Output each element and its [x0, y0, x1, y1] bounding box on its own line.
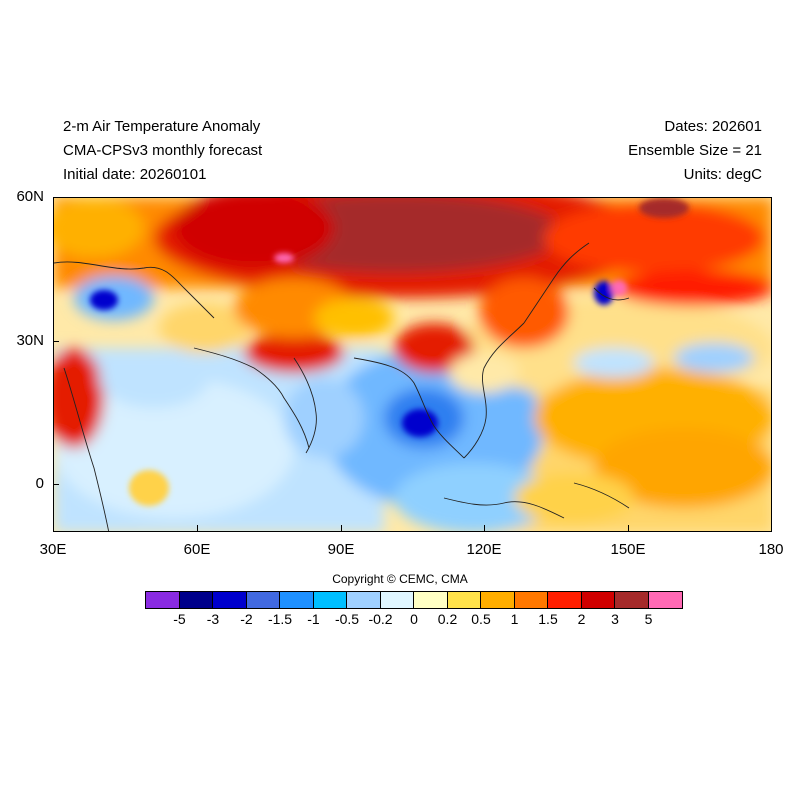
copyright-notice: Copyright © CEMC, CMA: [332, 572, 468, 586]
colorbar-label: -0.2: [368, 611, 393, 627]
colorbar-label: -0.5: [334, 611, 360, 627]
colorbar-label: -3: [206, 611, 220, 627]
lon-tick-120e: [484, 525, 485, 531]
lat-label-0: 0: [35, 475, 44, 492]
colorbar-label: -1: [307, 611, 320, 627]
colorbar-swatch: [481, 592, 515, 608]
lon-tick-60e: [197, 525, 198, 531]
colorbar-label: -2: [240, 611, 253, 627]
lat-tick-30n: [53, 341, 59, 342]
lon-tick-90e: [341, 525, 342, 531]
temperature-anomaly-map: [53, 197, 772, 532]
initial-date-label: Initial date: 20260101: [63, 166, 207, 183]
colorbar-swatch: [414, 592, 448, 608]
lon-label-180: 180: [758, 541, 784, 558]
colorbar-swatch: [648, 592, 682, 608]
colorbar-label: -5: [173, 611, 186, 627]
colorbar: [145, 591, 683, 609]
anomaly-field: [54, 198, 771, 531]
colorbar-swatch: [548, 592, 582, 608]
colorbar-label: 0.5: [471, 611, 491, 627]
colorbar-label: 0.2: [437, 611, 458, 627]
colorbar-label: 2: [577, 611, 586, 627]
colorbar-label: 0: [410, 611, 418, 627]
lat-label-30n: 30N: [16, 332, 44, 349]
colorbar-swatch: [514, 592, 548, 608]
coastlines: [54, 242, 630, 531]
lon-label-120e: 120E: [466, 541, 502, 558]
colorbar-swatch: [615, 592, 649, 608]
model-subtitle: CMA-CPSv3 monthly forecast: [63, 142, 263, 159]
lon-label-150e: 150E: [610, 541, 646, 558]
colorbar-swatch: [280, 592, 314, 608]
lat-tick-60n: [53, 197, 59, 198]
lat-tick-0: [53, 484, 59, 485]
colorbar-swatch: [246, 592, 280, 608]
lon-tick-150e: [628, 525, 629, 531]
colorbar-swatch: [380, 592, 414, 608]
units-label: Units: degC: [683, 166, 762, 183]
colorbar-swatch: [313, 592, 347, 608]
colorbar-label: 1: [510, 611, 519, 627]
colorbar-swatch: [581, 592, 615, 608]
colorbar-swatch: [146, 592, 180, 608]
lat-label-60n: 60N: [16, 188, 44, 205]
colorbar-label: 1.5: [538, 611, 558, 627]
colorbar-swatch: [179, 592, 213, 608]
map-title: 2-m Air Temperature Anomaly: [63, 118, 261, 135]
lon-label-90e: 90E: [327, 541, 355, 558]
dates-label: Dates: 202601: [664, 118, 762, 135]
colorbar-swatch: [347, 592, 381, 608]
ensemble-size-label: Ensemble Size = 21: [628, 142, 762, 159]
colorbar-swatch: [447, 592, 481, 608]
lon-tick-30e: [53, 525, 54, 531]
colorbar-label: -1.5: [267, 611, 293, 627]
colorbar-label: 3: [611, 611, 619, 627]
colorbar-label: 5: [644, 611, 653, 627]
lon-label-60e: 60E: [183, 541, 211, 558]
colorbar-swatch: [213, 592, 247, 608]
lon-label-30e: 30E: [39, 541, 67, 558]
